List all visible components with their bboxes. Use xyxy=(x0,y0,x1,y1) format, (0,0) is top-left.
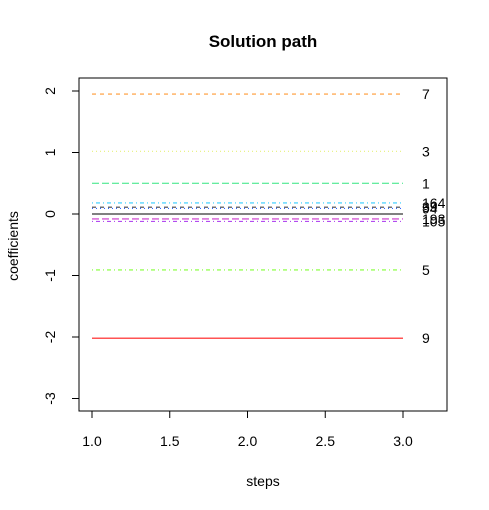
line-label-7: 105 xyxy=(422,213,446,229)
line-label-4: 39 xyxy=(422,199,438,215)
chart-title: Solution path xyxy=(209,32,318,51)
y-axis: -3 -2 -1 0 1 2 xyxy=(42,87,80,405)
series-layer xyxy=(92,93,403,339)
line-label-3: 164 xyxy=(422,195,446,211)
line-label-5: 94 xyxy=(422,200,438,216)
line-label-6: 193 xyxy=(422,211,446,227)
y-tick-label: 2 xyxy=(42,87,58,95)
x-tick-label: 3.0 xyxy=(393,433,413,449)
line-label-0: 7 xyxy=(422,86,430,102)
x-axis: 1.0 1.5 2.0 2.5 3.0 xyxy=(82,410,413,449)
line-label-8: 5 xyxy=(422,262,430,278)
y-axis-title-group: coefficients xyxy=(5,211,21,281)
x-tick-label: 1.0 xyxy=(82,433,102,449)
y-tick-label: -1 xyxy=(42,269,58,282)
line-label-2: 1 xyxy=(422,175,430,191)
x-tick-label: 2.5 xyxy=(316,433,336,449)
x-tick-label: 2.0 xyxy=(238,433,258,449)
plot-area-border xyxy=(78,77,448,412)
y-tick-label: 0 xyxy=(42,210,58,218)
x-tick-label: 1.5 xyxy=(160,433,180,449)
y-tick-label: 1 xyxy=(42,148,58,156)
line-label-1: 3 xyxy=(422,143,430,159)
line-label-9: 9 xyxy=(422,330,430,346)
y-tick-label: -3 xyxy=(42,392,58,405)
y-tick-label: -2 xyxy=(42,331,58,344)
y-axis-title: coefficients xyxy=(5,211,21,281)
x-axis-title: steps xyxy=(246,473,279,489)
